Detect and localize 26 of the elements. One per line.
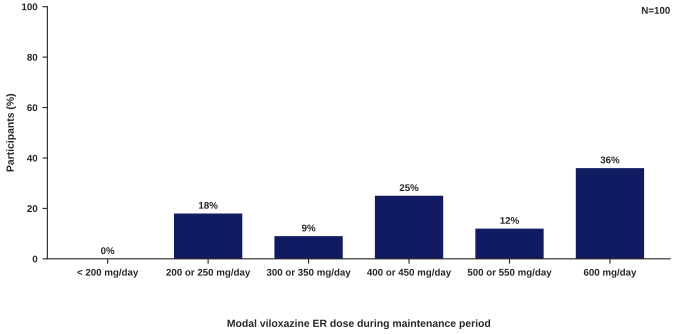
bar: [374, 196, 444, 259]
x-tick-label: 400 or 450 mg/day: [367, 268, 452, 278]
data-label: 25%: [400, 184, 419, 192]
data-label: 12%: [500, 217, 519, 224]
y-tick-label: 60: [27, 104, 38, 112]
y-tick-label: 20: [27, 205, 38, 212]
x-tick-label: 200 or 250 mg/day: [166, 268, 250, 278]
x-axis-title: Modal viloxazine ER dose during maintenance period: [228, 319, 490, 330]
data-label: 18%: [199, 202, 218, 209]
bar: [274, 236, 343, 259]
bar: [475, 228, 544, 259]
bar: [576, 168, 644, 259]
y-tick-label: 40: [27, 154, 38, 162]
annotation: N=100: [642, 6, 670, 14]
x-tick-label: < 200 mg/day: [77, 268, 138, 278]
x-tick-label: 500 or 550 mg/day: [468, 268, 552, 278]
data-label: 9%: [302, 224, 316, 232]
x-tick-label: 600 mg/day: [584, 268, 636, 278]
data-label: 36%: [600, 156, 620, 164]
x-tick-label: 300 or 350 mg/day: [266, 268, 351, 278]
y-tick-label: 0: [32, 256, 38, 262]
data-label: 0%: [101, 247, 114, 254]
bar: [174, 213, 242, 259]
y-tick-label: 80: [27, 54, 38, 61]
y-axis-title: Participants (%): [6, 94, 16, 172]
y-tick-label: 100: [22, 3, 38, 10]
